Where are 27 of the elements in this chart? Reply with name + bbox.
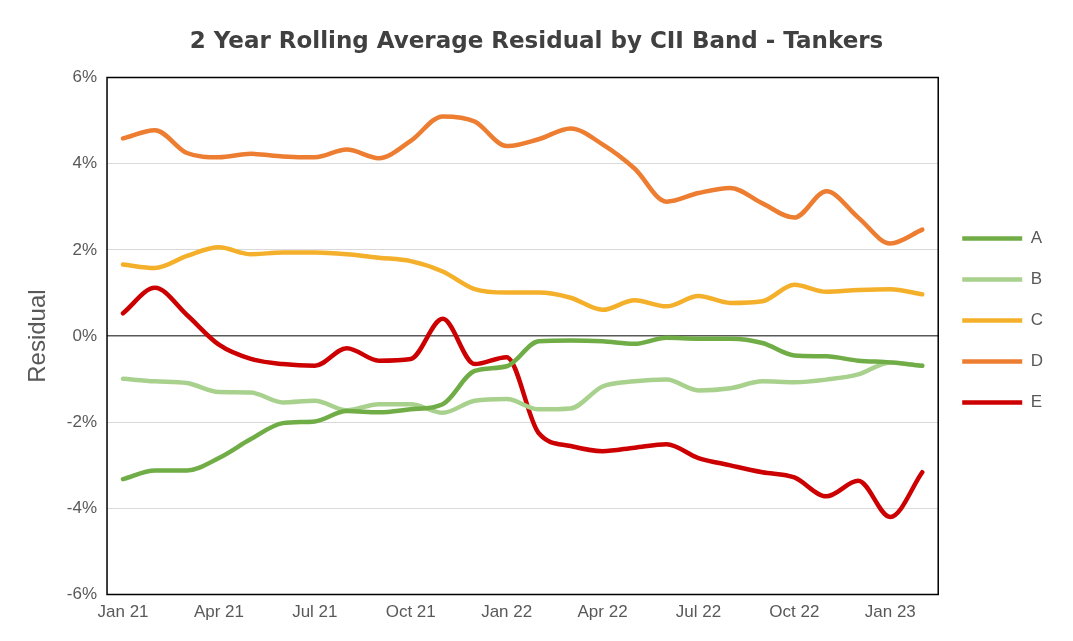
legend-label: A [1030,228,1043,248]
chart-title: 2 Year Rolling Average Residual by CII Band - Tankers [189,26,884,53]
y-axis-title: Residual [23,289,51,383]
y-tick-label: -6% [66,584,98,604]
x-tick-label: Jul 22 [675,602,722,622]
x-tick-label: Jan 21 [97,602,149,622]
line-series [120,285,925,520]
x-tick-label: Jan 22 [481,602,533,622]
x-tick-label: Jul 21 [292,602,338,622]
line-series [120,114,925,246]
line-series [120,245,925,313]
legend-label: E [1030,392,1043,412]
y-tick-label: -2% [66,411,98,431]
x-tick-label: Jan 23 [864,602,916,622]
legend-label: C [1030,310,1043,330]
y-tick-label: 2% [72,239,98,259]
y-tick-label: 4% [72,153,98,173]
y-tick-label: 0% [72,325,98,345]
x-tick-label: Oct 22 [769,602,820,622]
line-series [120,335,925,482]
y-tick-label: 6% [72,67,98,87]
legend-label: B [1030,269,1043,289]
x-tick-label: Apr 21 [193,602,244,622]
y-tick-label: -4% [66,498,98,518]
x-tick-label: Oct 21 [385,602,436,622]
x-tick-label: Apr 22 [577,602,628,622]
legend-label: D [1030,351,1043,371]
